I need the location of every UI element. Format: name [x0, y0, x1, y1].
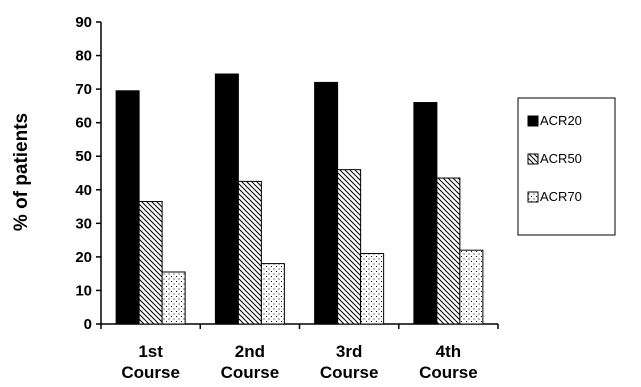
- y-tick-label: 50: [75, 148, 92, 165]
- y-tick-label: 40: [75, 182, 92, 199]
- legend-label-acr70: ACR70: [540, 189, 582, 204]
- bar-acr50-2: [237, 180, 262, 325]
- y-tick-label: 60: [75, 115, 92, 132]
- legend-swatch-acr70: [527, 191, 539, 203]
- category-label: 1st: [138, 342, 163, 361]
- bar-acr70-4: [459, 249, 484, 325]
- bar-acr70-2: [260, 263, 285, 325]
- y-tick-label: 0: [84, 316, 92, 333]
- y-tick-label: 20: [75, 249, 92, 266]
- y-tick-label: 10: [75, 282, 92, 299]
- bar-acr20-3: [314, 81, 339, 325]
- bar-acr20-4: [413, 102, 438, 325]
- plot-area: 0 10 20 30 40 50 60 70 80 90 1st Course 2nd Course 3rd…: [75, 14, 499, 382]
- y-tick-label: 70: [75, 81, 92, 98]
- legend-label-acr20: ACR20: [540, 113, 582, 128]
- category-label: 2nd: [235, 342, 265, 361]
- bar-acr70-1: [161, 271, 186, 325]
- bar-acr50-3: [337, 169, 362, 325]
- category-label: 3rd: [336, 342, 362, 361]
- y-tick-label: 30: [75, 215, 92, 232]
- category-label: Course: [121, 363, 180, 382]
- legend-swatch-acr20: [527, 115, 539, 127]
- bar-acr70-3: [360, 253, 385, 325]
- bar-acr20-2: [214, 73, 239, 325]
- bar-acr20-1: [115, 90, 140, 325]
- y-tick-label: 80: [75, 48, 92, 65]
- legend: ACR20 ACR50 ACR70: [517, 97, 616, 236]
- category-label: Course: [221, 363, 280, 382]
- category-label: Course: [419, 363, 478, 382]
- legend-label-acr50: ACR50: [540, 151, 582, 166]
- legend-swatch-acr50: [527, 153, 539, 165]
- bar-acr50-1: [138, 201, 163, 325]
- y-axis-label: % of patients: [11, 113, 32, 231]
- y-tick-label: 90: [75, 14, 92, 31]
- category-label: Course: [320, 363, 379, 382]
- bar-acr50-4: [436, 177, 461, 325]
- category-label: 4th: [436, 342, 462, 361]
